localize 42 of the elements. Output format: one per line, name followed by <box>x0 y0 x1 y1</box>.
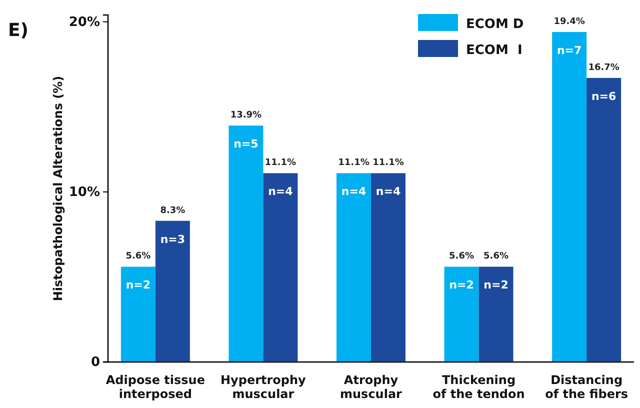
bar <box>228 126 264 362</box>
x-tick-label: Adipose tissue interposed <box>106 373 205 401</box>
data-label: 8.3% <box>160 206 186 216</box>
bar <box>478 266 514 362</box>
annotation: n=3 <box>160 232 186 246</box>
bar <box>155 220 190 362</box>
y-tick-label: 0 <box>90 355 100 370</box>
bar <box>120 266 156 362</box>
annotation: n=2 <box>449 278 474 292</box>
data-label: 13.9% <box>230 110 262 121</box>
data-label: 19.4% <box>554 17 585 28</box>
legend-label: ECOM D <box>466 17 524 32</box>
bar <box>552 32 587 362</box>
bar <box>263 173 298 362</box>
data-label: 5.6% <box>126 252 151 262</box>
bar <box>336 173 371 362</box>
legend-label: ECOM I <box>466 43 522 58</box>
annotation: n=5 <box>234 138 258 151</box>
data-label: 16.7% <box>588 62 620 73</box>
data-label: 5.6% <box>484 252 509 262</box>
x-tick-label: Hypertrophy muscular <box>220 373 306 401</box>
bar <box>444 266 479 362</box>
annotation: n=4 <box>268 185 294 198</box>
y-tick-label: 20% <box>68 14 100 30</box>
y-tick-label: 10% <box>68 185 100 200</box>
bar <box>371 173 406 362</box>
x-tick-label: Distancing of the fibers <box>545 373 628 401</box>
annotation: n=2 <box>126 278 151 292</box>
annotation: n=4 <box>376 185 401 198</box>
bar <box>586 78 622 362</box>
annotation: n=6 <box>591 90 617 103</box>
y-axis-title: Histopathological Alterations (%) <box>51 76 65 302</box>
data-label: 11.1% <box>338 158 370 168</box>
data-label: 11.1% <box>264 158 296 168</box>
annotation: n=7 <box>556 44 582 58</box>
text: E) <box>8 20 29 41</box>
x-tick-label: Thickening of the tendon <box>432 373 525 401</box>
data-label: 11.1% <box>372 158 404 168</box>
annotation: n=4 <box>341 185 366 198</box>
data-label: 5.6% <box>449 252 474 262</box>
annotation: n=2 <box>484 278 508 292</box>
x-tick-label: Atrophy muscular <box>340 373 402 401</box>
